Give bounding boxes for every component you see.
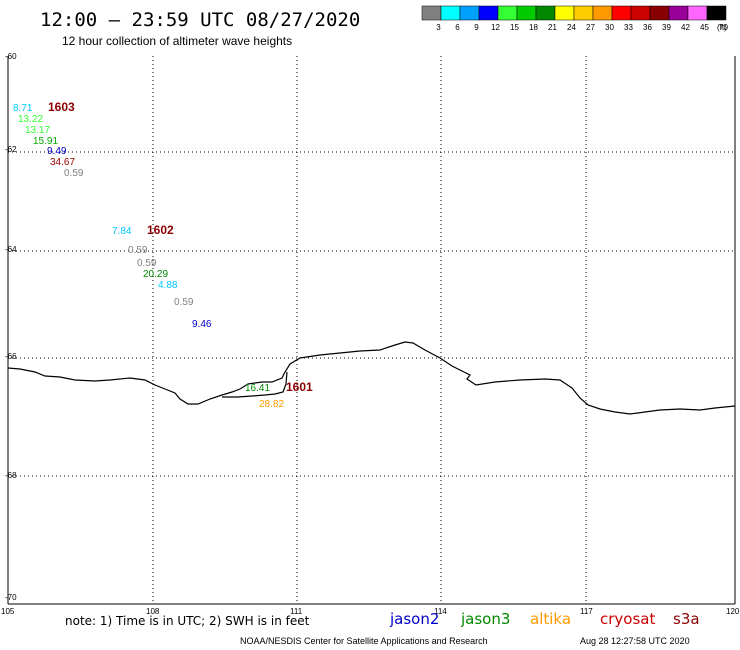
color-legend: 3 6 9 12 15 18 21 24 27 30 33 36 39 42 45 70 (421, 5, 728, 32)
lon-label: 105 (1, 607, 15, 616)
legend-swatch-label: 9 (474, 23, 479, 32)
legend-swatch-label: 12 (491, 23, 500, 32)
legend-swatch-label: 70 (719, 23, 728, 32)
lon-label: 111 (290, 607, 303, 616)
legend-unit: (ft) (717, 23, 727, 32)
legend-swatch (592, 5, 613, 21)
swh-label: 0.59 (64, 168, 84, 179)
legend-swatch-label: 18 (529, 23, 538, 32)
credit-line: NOAA/NESDIS Center for Satellite Applica… (240, 636, 488, 646)
satellite-legend: jason2 jason3 altika cryosat s3a (389, 610, 700, 628)
swh-label: 4.88 (158, 280, 178, 291)
legend-swatch (687, 5, 708, 21)
swh-label: 15.91 (33, 136, 58, 147)
swh-label: 9.49 (47, 146, 67, 157)
legend-swatch-label: 30 (605, 23, 614, 32)
swh-label: 16.41 (245, 383, 270, 394)
legend-swatch (573, 5, 594, 21)
legend-swatch (554, 5, 575, 21)
latitude-labels: -60 -62 -64 -66 -68 -70 (5, 52, 17, 602)
lon-label: 117 (580, 607, 593, 616)
legend-swatch (497, 5, 518, 21)
graticule (8, 56, 735, 604)
swh-label: 13.22 (18, 114, 43, 125)
legend-swatch (459, 5, 480, 21)
legend-swatch-label: 3 (436, 23, 441, 32)
legend-swatch (516, 5, 537, 21)
swh-label: 0.59 (137, 258, 157, 269)
satellite-altika: altika (530, 610, 571, 628)
legend-swatch (649, 5, 670, 21)
timestamp: Aug 28 12:27:58 UTC 2020 (580, 636, 690, 646)
legend-swatch (706, 5, 727, 21)
satellite-s3a: s3a (673, 610, 700, 628)
legend-swatch-label: 21 (548, 23, 557, 32)
satellite-jason2: jason2 (389, 610, 439, 628)
footer-note: note: 1) Time is in UTC; 2) SWH is in fe… (65, 614, 310, 628)
lat-label: -70 (5, 593, 17, 602)
legend-swatch-label: 36 (643, 23, 652, 32)
legend-swatch (611, 5, 632, 21)
satellite-jason3: jason3 (460, 610, 510, 628)
coastline (7, 341, 736, 415)
legend-swatch (421, 5, 442, 21)
legend-swatch-label: 24 (567, 23, 576, 32)
legend-swatch (535, 5, 556, 21)
legend-swatch-label: 42 (681, 23, 690, 32)
legend-swatch-label: 33 (624, 23, 633, 32)
page-title: 12:00 – 23:59 UTC 08/27/2020 (40, 9, 360, 31)
time-label: 1603 (48, 100, 75, 114)
swh-label: 0.59 (174, 297, 194, 308)
time-label: 1602 (147, 223, 174, 237)
swh-label: 7.84 (112, 226, 132, 237)
swh-label: 0.59 (128, 245, 148, 256)
longitude-labels: 105 108 111 114 117 120 (1, 607, 740, 616)
legend-swatch (668, 5, 689, 21)
map-frame (7, 56, 736, 605)
lat-label: -66 (5, 352, 17, 361)
legend-swatch-label: 6 (455, 23, 460, 32)
lat-label: -64 (5, 245, 17, 254)
swh-label: 9.46 (192, 319, 212, 330)
wave-height-labels: 8.71 1603 13.22 13.17 15.91 9.49 34.67 0… (13, 100, 313, 410)
lat-label: -62 (5, 145, 17, 154)
lon-label: 108 (146, 607, 160, 616)
legend-swatch-label: 27 (586, 23, 595, 32)
lon-label: 120 (726, 607, 740, 616)
legend-swatch-label: 45 (700, 23, 709, 32)
swh-label: 13.17 (25, 125, 50, 136)
swh-label: 34.67 (50, 157, 75, 168)
swh-label: 8.71 (13, 103, 33, 114)
time-label: 1601 (286, 380, 313, 394)
legend-swatch (440, 5, 461, 21)
satellite-cryosat: cryosat (600, 610, 655, 628)
lat-label: -68 (5, 471, 17, 480)
lon-label: 114 (434, 607, 447, 616)
swh-label: 28.82 (259, 399, 284, 410)
lat-label: -60 (5, 52, 17, 61)
page-subtitle: 12 hour collection of altimeter wave hei… (62, 34, 292, 48)
legend-swatch-label: 39 (662, 23, 671, 32)
legend-swatch-label: 15 (510, 23, 519, 32)
swh-label: 20.29 (143, 269, 168, 280)
legend-swatch (478, 5, 499, 21)
legend-swatch (630, 5, 651, 21)
